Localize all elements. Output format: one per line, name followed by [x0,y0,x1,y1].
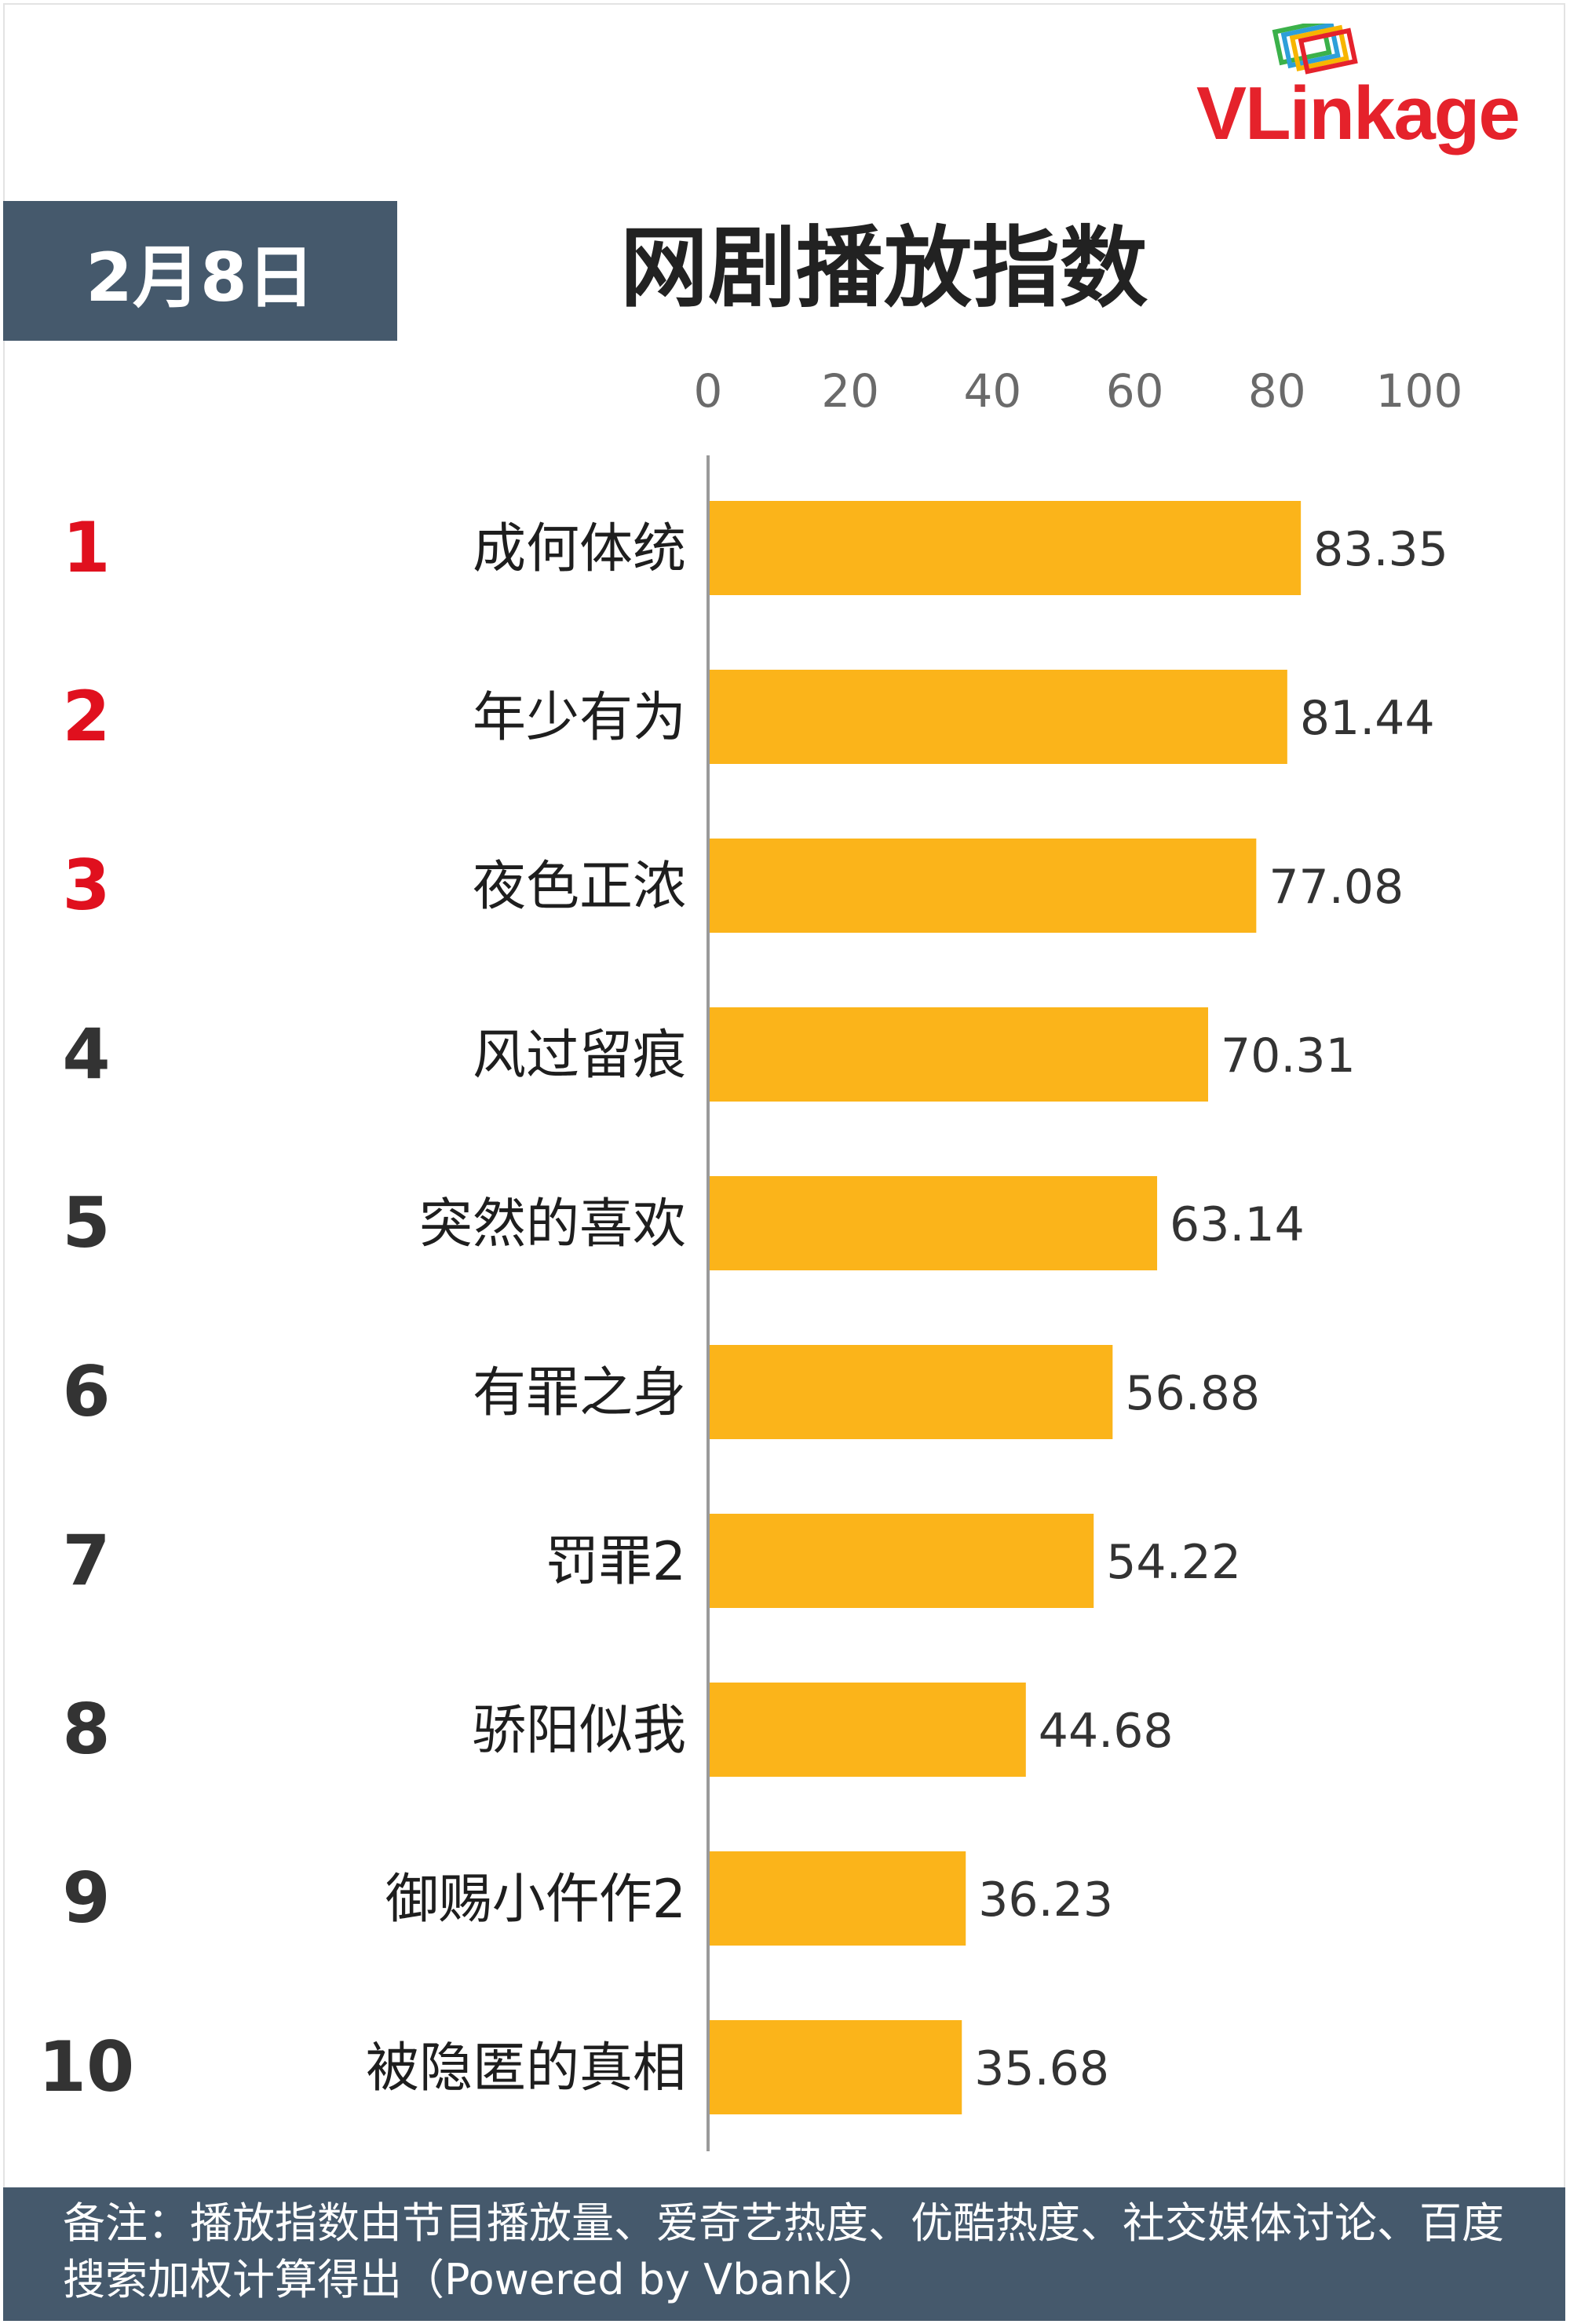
value-label: 83.35 [1313,522,1448,577]
bar [708,1345,1113,1439]
rank-number: 2 [62,676,110,757]
rank-number: 8 [62,1689,110,1770]
x-tick-label: 0 [694,364,723,418]
value-label: 44.68 [1039,1704,1174,1759]
value-label: 36.23 [978,1873,1113,1928]
category-label: 年少有为 [473,687,686,749]
rank-number: 10 [38,2026,134,2107]
value-label: 54.22 [1106,1535,1241,1590]
value-label: 77.08 [1269,860,1404,915]
value-label: 56.88 [1125,1366,1260,1421]
bar [708,501,1302,595]
bar [708,1683,1026,1777]
category-label: 突然的喜欢 [419,1193,686,1255]
rank-number: 3 [62,845,110,926]
bar [708,2020,962,2114]
logo-wordmark: VLinkage [1196,71,1521,155]
x-tick-label: 40 [963,364,1021,418]
category-label: 被隐匿的真相 [366,2037,686,2099]
bar [708,670,1287,764]
category-label: 成何体统 [473,518,686,580]
page-title: 网剧播放指数 [620,217,1148,320]
rank-number: 5 [62,1182,110,1263]
x-tick-label: 20 [821,364,879,418]
category-label: 夜色正浓 [473,856,686,918]
category-label: 御赐小仵作2 [385,1869,686,1931]
value-label: 81.44 [1300,691,1435,746]
category-label: 骄阳似我 [473,1700,686,1762]
rank-number: 7 [62,1520,110,1601]
category-label: 有罪之身 [473,1362,686,1424]
value-label: 63.14 [1170,1197,1305,1252]
category-label: 罚罪2 [546,1531,686,1593]
x-tick-label: 80 [1248,364,1306,418]
x-tick-label: 100 [1376,364,1463,418]
bar [708,1514,1094,1608]
vlinkage-logo: VLinkage [1193,24,1554,173]
footer-note: 备注：播放指数由节目播放量、爱奇艺热度、优酷热度、社交媒体讨论、百度搜索加权计算… [3,2187,1565,2321]
bar [708,1851,966,1946]
bar [708,839,1257,933]
date-badge: 2月8日 [3,201,397,341]
rank-number: 4 [62,1014,110,1094]
rank-number: 9 [62,1858,110,1938]
category-label: 风过留痕 [473,1025,686,1087]
rank-number: 1 [62,507,110,588]
bar-chart: 0 20 40 60 80 100 成何体统 83.35 1 年少有为 81.44 2 夜色正浓 77.0… [38,364,1463,2151]
bar [708,1007,1209,1102]
value-label: 70.31 [1221,1029,1356,1083]
value-label: 35.68 [974,2041,1109,2096]
logo-frames-icon [1272,24,1358,75]
rank-number: 6 [62,1351,110,1432]
bar [708,1176,1158,1270]
x-tick-label: 60 [1106,364,1164,418]
